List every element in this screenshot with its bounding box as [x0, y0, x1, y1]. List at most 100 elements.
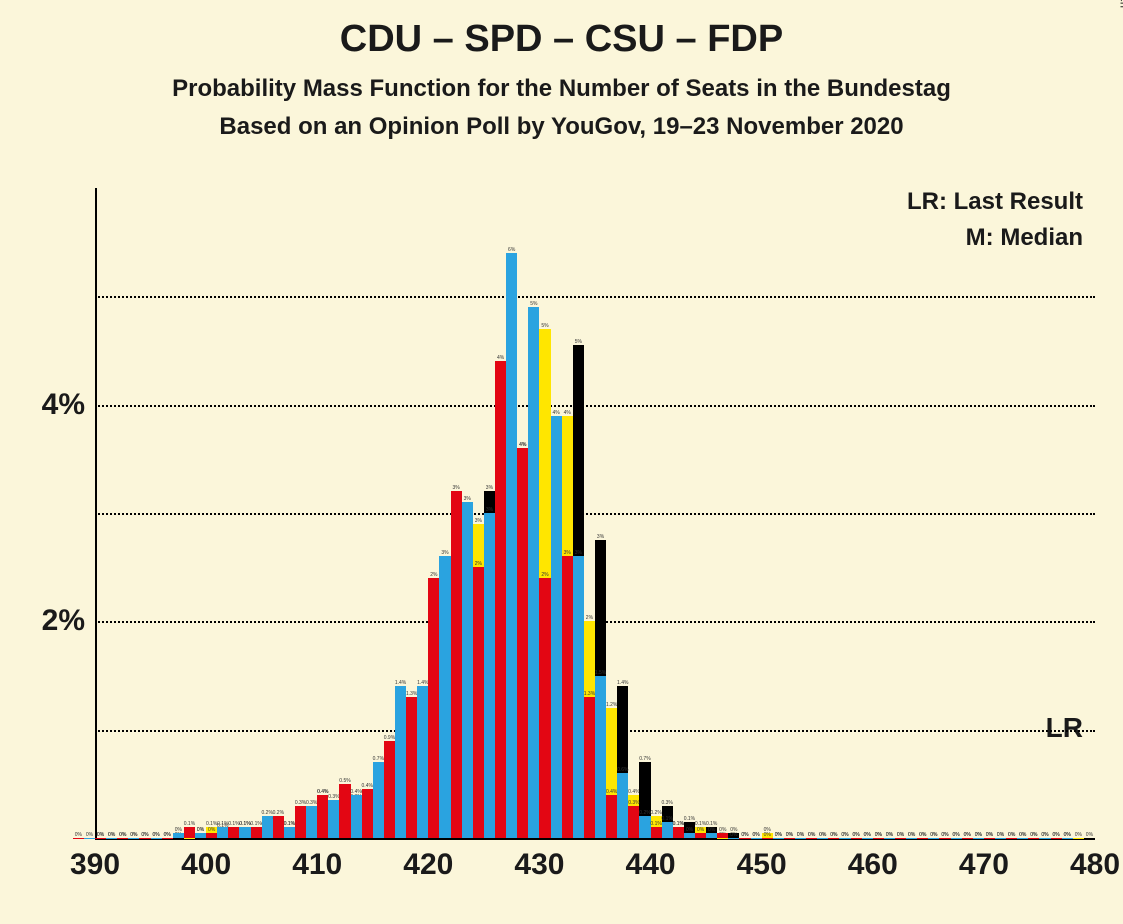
bar-spd: 0% [839, 838, 850, 839]
bar-cdu: 0% [984, 838, 995, 839]
bar-value-label: 0% [164, 832, 171, 838]
bar-value-label: 0.9% [384, 735, 395, 741]
bar-value-label: 1.4% [395, 680, 406, 686]
bar-value-label: 0% [930, 832, 937, 838]
legend-m: M: Median [907, 224, 1083, 252]
bar-value-label: 0% [1052, 832, 1059, 838]
bar-spd: 0% [151, 838, 162, 839]
bar-cdu: 0.9% [384, 741, 395, 839]
bar-spd: 0% [173, 833, 184, 838]
bar-cdu: 0% [939, 838, 950, 839]
bar-value-label: 0.1% [184, 821, 195, 827]
bar-value-label: 0.2% [639, 810, 650, 816]
bar-spd: 0.3% [328, 800, 339, 838]
bar-spd: 0% [906, 838, 917, 839]
bar-value-label: 0.1% [284, 821, 295, 827]
bar-spd: 0% [195, 833, 206, 838]
bar-value-label: 1.4% [617, 680, 628, 686]
bar-spd: 1.5% [595, 676, 606, 839]
bar-cdu: 0.1% [673, 827, 684, 838]
bar-value-label: 3% [575, 550, 582, 556]
bar-value-label: 0% [197, 827, 204, 833]
bar-value-label: 0% [886, 832, 893, 838]
bar-value-label: 0% [208, 827, 215, 833]
bar-spd: 0.2% [262, 816, 273, 838]
bar-spd: 0% [1017, 838, 1028, 839]
bar-value-label: 0% [741, 832, 748, 838]
bar-csu: 0% [1073, 838, 1084, 839]
x-tick-label: 440 [621, 848, 681, 882]
bar-value-label: 0.4% [606, 789, 617, 795]
bar-value-label: 0.3% [295, 800, 306, 806]
bar-value-label: 3% [441, 550, 448, 556]
bar-cdu: 0% [895, 838, 906, 839]
bar-value-label: 0% [864, 832, 871, 838]
bar-cdu: 0% [1028, 838, 1039, 839]
x-tick-label: 470 [954, 848, 1014, 882]
bar-cdu: 0.4% [606, 795, 617, 838]
bar-spd: 0% [862, 838, 873, 839]
bar-cdu: 2% [539, 578, 550, 838]
x-tick-label: 480 [1065, 848, 1123, 882]
bar-spd: 0.4% [351, 795, 362, 838]
bar-value-label: 0% [997, 832, 1004, 838]
bar-cdu: 0% [117, 838, 128, 839]
bar-cdu: 0% [917, 838, 928, 839]
bar-cdu: 2% [473, 567, 484, 838]
bar-value-label: 0% [764, 832, 771, 838]
bar-cdu: 0% [806, 838, 817, 839]
bar-spd: 0% [817, 838, 828, 839]
bar-value-label: 0.4% [317, 789, 328, 795]
bar-value-label: 2% [475, 561, 482, 567]
bar-value-label: 3% [452, 485, 459, 491]
x-tick-label: 400 [176, 848, 236, 882]
bar-value-label: 0% [708, 827, 715, 833]
bar-cdu: 0% [95, 838, 106, 839]
bar-value-label: 0.1% [662, 816, 673, 822]
bar-cdu: 0% [828, 838, 839, 839]
bar-value-label: 0.1% [217, 821, 228, 827]
bar-value-label: 0.4% [362, 783, 373, 789]
bar-value-label: 3% [475, 518, 482, 524]
bar-cdu: 4% [517, 448, 528, 838]
bar-cdu: 0% [762, 838, 773, 839]
bar-value-label: 0% [75, 832, 82, 838]
gridline [95, 405, 1095, 407]
bar-value-label: 0.2% [273, 810, 284, 816]
bar-value-label: 0.3% [306, 800, 317, 806]
bar-spd: 0% [951, 838, 962, 839]
x-tick-label: 410 [287, 848, 347, 882]
titles: CDU – SPD – CSU – FDP Probability Mass F… [0, 18, 1123, 141]
bar-spd: 0% [84, 838, 95, 839]
bar-value-label: 1.3% [584, 691, 595, 697]
bar-value-label: 3% [597, 534, 604, 540]
bar-value-label: 3% [486, 507, 493, 513]
bar-value-label: 0% [719, 827, 726, 833]
x-tick-label: 460 [843, 848, 903, 882]
bar-spd: 0% [973, 838, 984, 839]
bar-value-label: 0% [1030, 832, 1037, 838]
bar-cdu: 1.3% [584, 697, 595, 838]
x-tick-label: 450 [732, 848, 792, 882]
bar-spd: 0% [1039, 838, 1050, 839]
bar-value-label: 0% [952, 832, 959, 838]
bar-cdu: 0.1% [184, 827, 195, 838]
bar-spd: 0% [684, 833, 695, 838]
bar-spd: 0% [751, 838, 762, 839]
bar-value-label: 0% [819, 832, 826, 838]
bar-value-label: 0% [919, 832, 926, 838]
bar-cdu: 0.5% [339, 784, 350, 838]
bar-cdu: 3% [451, 491, 462, 838]
bar-value-label: 0.1% [650, 821, 661, 827]
bar-spd: 1.4% [395, 686, 406, 838]
chart-subtitle-2: Based on an Opinion Poll by YouGov, 19–2… [0, 113, 1123, 141]
bar-value-label: 0% [941, 832, 948, 838]
bar-value-label: 3% [564, 550, 571, 556]
legend: LR: Last Result M: Median [907, 188, 1083, 260]
bar-cdu: 0% [962, 838, 973, 839]
bar-cdu: 0.3% [628, 806, 639, 839]
bar-cdu: 0% [695, 833, 706, 838]
bar-value-label: 2% [430, 572, 437, 578]
bar-value-label: 0.1% [250, 821, 261, 827]
bar-value-label: 0% [141, 832, 148, 838]
